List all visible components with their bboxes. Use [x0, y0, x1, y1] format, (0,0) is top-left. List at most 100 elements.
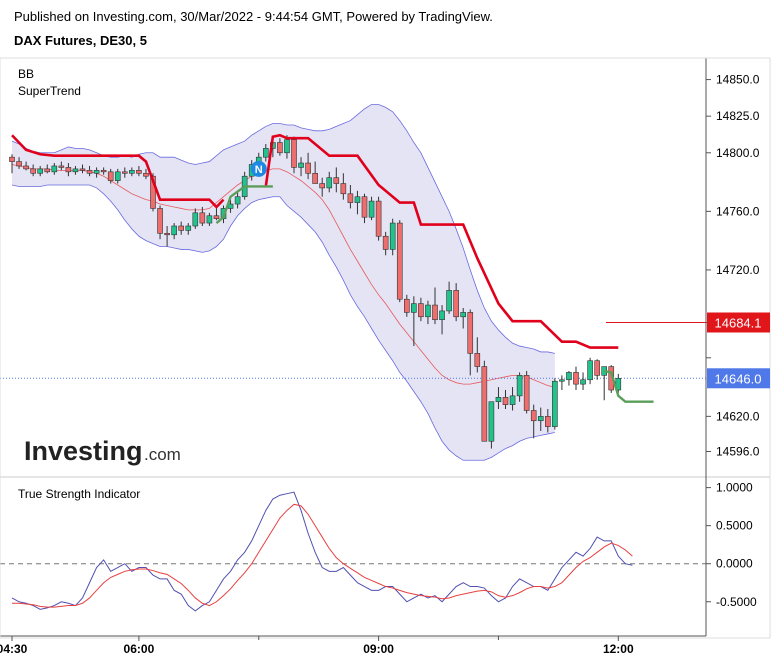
news-marker: [250, 160, 267, 177]
x-tick-label: 12:00: [603, 642, 634, 656]
candle-body: [107, 171, 114, 181]
candle-body: [418, 303, 424, 318]
investing-logo-suffix: .com: [144, 445, 181, 464]
published-caption: Published on Investing.com, 30/Mar/2022 …: [14, 9, 493, 24]
y-tick-label: 0.5000: [716, 519, 753, 533]
candle-body: [262, 148, 269, 158]
candle-body: [453, 290, 459, 318]
tsi-series-line: [11, 491, 633, 612]
price-label-box: [707, 368, 770, 389]
candle-body: [368, 200, 375, 218]
candle-body: [100, 170, 107, 173]
candle-body: [305, 162, 311, 174]
candle-body: [530, 410, 537, 422]
candle-body: [65, 167, 72, 173]
candle-body: [594, 360, 600, 376]
candle-body: [502, 397, 509, 405]
candle-body: [30, 168, 36, 174]
supertrend-up-line: [603, 369, 654, 403]
candle-body: [185, 225, 192, 231]
candle-body: [396, 222, 403, 300]
candle-body: [114, 171, 121, 181]
candle-body: [361, 196, 368, 218]
legend-entry: BB: [18, 67, 34, 81]
candle-body: [171, 225, 177, 236]
candle-body: [164, 233, 170, 236]
candle-body: [150, 175, 156, 209]
candle-body: [284, 139, 290, 154]
price-label: 14684.1: [715, 315, 762, 330]
y-tick-label: 14825.0: [716, 109, 760, 123]
candle-body: [234, 196, 241, 205]
candle-body: [523, 375, 530, 411]
candle-body: [403, 298, 410, 313]
candle-body: [474, 353, 481, 367]
candle-body: [425, 304, 431, 318]
candle-body: [291, 139, 297, 168]
chart-frame: [0, 57, 771, 639]
supertrend-down-line: [264, 133, 619, 349]
axes: 14596.0 14620.0 14720.0 14760.0 14800.0 14825…: [0, 57, 771, 656]
candle-body: [72, 168, 79, 173]
candle-body: [122, 171, 128, 174]
price-panel: N BB SuperTrend Investing .com: [0, 67, 706, 466]
symbol-title: DAX Futures, DE30, 5: [14, 33, 147, 48]
candle-body: [93, 170, 100, 174]
candle-body: [537, 416, 544, 422]
candle-body: [37, 168, 44, 174]
candle-body: [354, 196, 361, 203]
x-tick-label: 09:00: [363, 642, 394, 656]
x-tick-label: 06:00: [124, 642, 155, 656]
news-marker-label: N: [255, 164, 263, 176]
candle-body: [277, 142, 283, 154]
candle-body: [375, 200, 382, 237]
candle-body: [192, 212, 199, 227]
candle-body: [143, 172, 149, 177]
y-tick-label: 0.0000: [716, 557, 753, 571]
price-label: 14646.0: [715, 371, 762, 386]
candle-body: [389, 222, 396, 250]
candle-body: [86, 170, 93, 174]
candle-body: [9, 156, 15, 162]
y-tick-label: 14800.0: [716, 146, 760, 160]
legend-entry: SuperTrend: [18, 84, 81, 98]
candle-body: [580, 379, 586, 385]
bb-fill: [12, 104, 555, 461]
bb-lower-line: [11, 184, 555, 461]
candle-body: [157, 208, 163, 234]
candle-body: [559, 379, 565, 382]
candle-body: [587, 360, 593, 381]
price-label-box: [707, 312, 770, 333]
candle-body: [199, 212, 206, 224]
candle-body: [213, 215, 220, 219]
candle-body: [58, 165, 65, 168]
candle-body: [460, 312, 467, 318]
x-tick-label: 04:30: [0, 642, 28, 656]
candle-body: [509, 395, 516, 405]
bb-basis-line: [11, 164, 555, 388]
candle-body: [516, 375, 523, 397]
candle-body: [495, 397, 502, 403]
candle-body: [206, 215, 213, 224]
candle-body: [481, 366, 488, 442]
candle-body: [411, 303, 417, 313]
candle-body: [51, 165, 58, 173]
candle-body: [566, 372, 572, 381]
candle-body: [319, 183, 326, 189]
y-tick-label: 14760.0: [716, 204, 760, 218]
candle-body: [79, 168, 86, 171]
candle-body: [298, 162, 304, 168]
candle-body: [573, 372, 579, 385]
y-tick-label: 14620.0: [716, 409, 760, 423]
y-tick-label: 1.0000: [716, 481, 753, 495]
candle-body: [446, 290, 452, 312]
candle-body: [44, 168, 51, 173]
supertrend-down-line: [11, 134, 225, 209]
y-tick-label: -0.5000: [716, 595, 757, 609]
candle-body: [340, 183, 347, 195]
candle-body: [136, 170, 142, 174]
candle-body: [129, 170, 135, 174]
y-tick-label: 14850.0: [716, 73, 760, 87]
candle-body: [178, 225, 184, 231]
